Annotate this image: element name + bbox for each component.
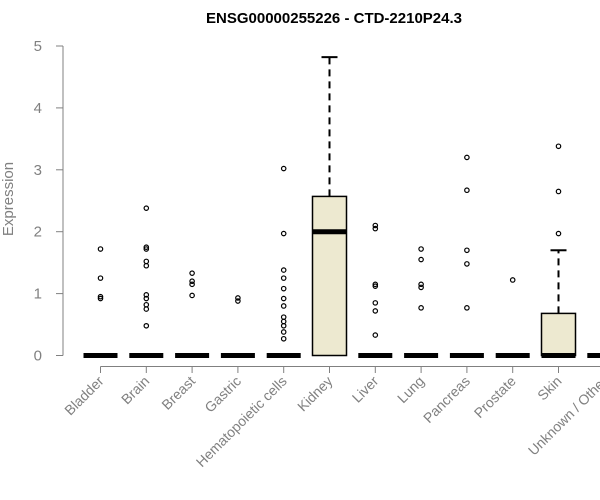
x-tick-label: Hematopoietic cells bbox=[193, 373, 290, 470]
box-group bbox=[449, 154, 484, 358]
outlier-point bbox=[280, 303, 287, 309]
outlier-point bbox=[143, 258, 150, 265]
x-tick-label: Kidney bbox=[294, 373, 336, 415]
y-axis: 0 1 2 3 4 5 bbox=[34, 38, 64, 365]
box-group bbox=[220, 295, 255, 358]
chart-title: ENSG00000255226 - CTD-2210P24.3 bbox=[206, 10, 462, 27]
outlier-point bbox=[280, 329, 287, 335]
x-tick-label: Prostate bbox=[471, 373, 519, 421]
x-tick-label: Lung bbox=[394, 373, 427, 406]
outlier-point bbox=[143, 205, 150, 211]
box-group bbox=[587, 353, 600, 358]
outlier-point bbox=[143, 246, 150, 252]
x-tick-label: Liver bbox=[349, 373, 382, 406]
outlier-point bbox=[418, 281, 424, 288]
y-axis-label: Expression bbox=[0, 162, 17, 236]
outlier-point bbox=[372, 281, 379, 288]
x-tick-label: Bladder bbox=[61, 373, 107, 419]
outlier-point bbox=[235, 295, 241, 301]
y-tick-label: 4 bbox=[34, 100, 42, 117]
box-group bbox=[175, 270, 210, 358]
outlier-point bbox=[464, 305, 470, 311]
outlier-point bbox=[189, 278, 195, 285]
box-group bbox=[83, 246, 118, 358]
outlier-point bbox=[280, 275, 287, 281]
y-tick-label: 3 bbox=[34, 162, 42, 179]
x-tick-label: Breast bbox=[158, 373, 198, 413]
outlier-point bbox=[555, 230, 562, 237]
outlier-point bbox=[464, 247, 470, 254]
box-group bbox=[404, 246, 439, 358]
x-tick-label: Gastric bbox=[201, 373, 244, 416]
x-tick-label: Brain bbox=[118, 373, 152, 407]
box-group bbox=[129, 205, 164, 358]
outlier-point bbox=[418, 256, 424, 263]
outlier-point bbox=[143, 244, 150, 250]
outlier-point bbox=[555, 143, 562, 150]
outlier-point bbox=[280, 267, 287, 273]
outlier-point bbox=[280, 335, 287, 342]
outlier-point bbox=[235, 298, 241, 304]
outlier-point bbox=[280, 285, 287, 292]
outlier-point bbox=[372, 332, 379, 338]
x-tick-label: Pancreas bbox=[420, 373, 473, 426]
outlier-point bbox=[464, 261, 470, 267]
outlier-point bbox=[143, 301, 150, 308]
box bbox=[311, 195, 348, 357]
y-tick-label: 2 bbox=[34, 224, 42, 241]
box-group bbox=[495, 277, 530, 358]
outlier-point bbox=[280, 314, 287, 320]
outlier-point bbox=[97, 275, 104, 281]
outlier-point bbox=[372, 308, 379, 314]
box bbox=[540, 312, 577, 357]
outlier-point bbox=[372, 283, 379, 289]
outlier-point bbox=[418, 246, 424, 252]
outlier-point bbox=[97, 246, 104, 252]
outlier-point bbox=[97, 293, 104, 300]
outlier-point bbox=[372, 222, 379, 229]
outlier-point bbox=[464, 187, 470, 194]
box-group bbox=[266, 165, 301, 358]
outlier-point bbox=[143, 322, 150, 329]
outlier-point bbox=[189, 281, 195, 288]
box-group bbox=[358, 222, 393, 358]
y-tick-label: 0 bbox=[34, 348, 42, 365]
outlier-point bbox=[280, 295, 287, 302]
y-tick-label: 1 bbox=[34, 286, 42, 303]
box-group bbox=[311, 56, 348, 357]
outlier-point bbox=[189, 270, 195, 276]
outlier-point bbox=[372, 225, 379, 232]
x-tick-label: Skin bbox=[534, 373, 565, 404]
outlier-point bbox=[280, 165, 287, 172]
box-group bbox=[540, 143, 577, 358]
y-tick-label: 5 bbox=[34, 38, 42, 55]
outlier-point bbox=[555, 188, 562, 195]
outlier-point bbox=[97, 295, 104, 302]
outlier-point bbox=[418, 284, 424, 291]
outlier-point bbox=[418, 305, 424, 311]
outlier-point bbox=[509, 277, 516, 283]
outlier-point bbox=[143, 295, 150, 302]
outlier-point bbox=[189, 292, 195, 299]
outlier-point bbox=[280, 230, 287, 237]
plot-area bbox=[83, 56, 600, 358]
outlier-point bbox=[464, 154, 470, 161]
outlier-point bbox=[372, 300, 379, 306]
outlier-point bbox=[143, 292, 150, 298]
